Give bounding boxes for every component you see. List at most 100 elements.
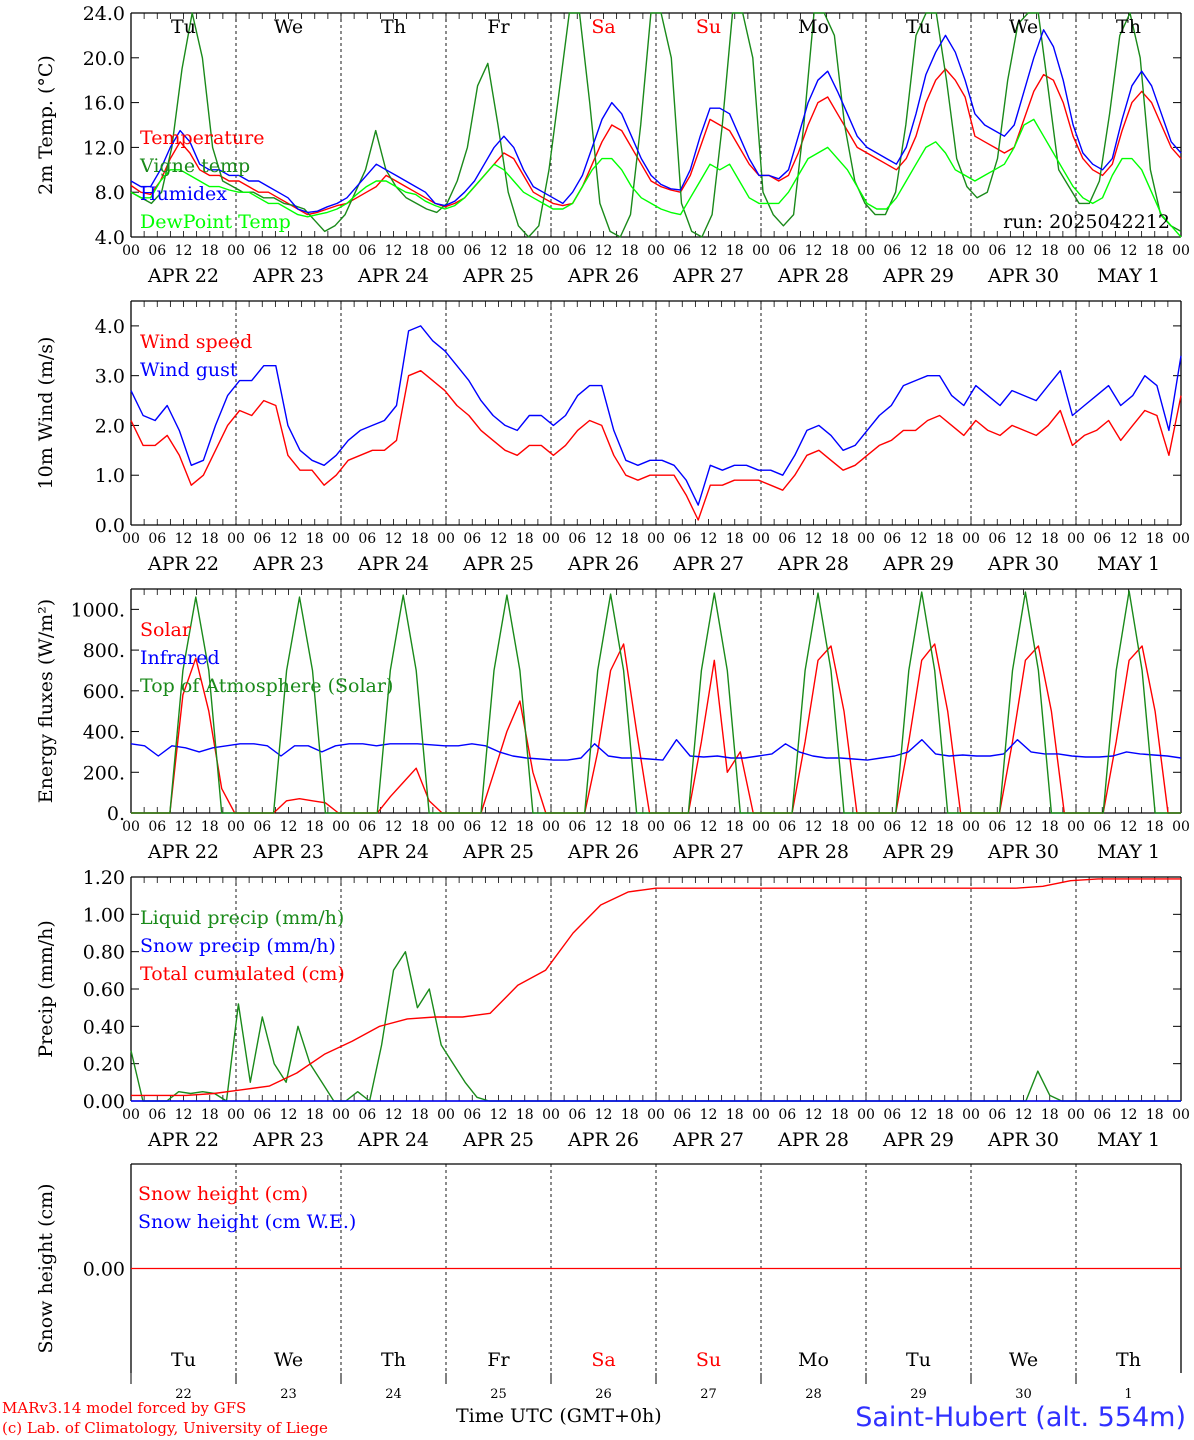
series-line-3 — [131, 878, 1181, 1097]
x-hour-label: 12 — [175, 1107, 193, 1123]
x-day-label: MAY 1 — [1097, 841, 1160, 863]
legend-entry: Wind gust — [140, 359, 238, 381]
x-hour-label: 00 — [1172, 531, 1190, 547]
y-tick-label: 0.40 — [83, 1016, 125, 1038]
legend-entry: Infrared — [140, 647, 220, 669]
x-hour-label: 12 — [490, 819, 508, 835]
x-hour-label: 18 — [306, 531, 324, 547]
x-day-label: MAY 1 — [1097, 1129, 1160, 1151]
x-hour-label: 06 — [568, 243, 586, 259]
x-hour-label: 18 — [201, 819, 219, 835]
x-hour-label: 00 — [122, 531, 140, 547]
x-day-label: APR 22 — [147, 553, 219, 575]
x-day-label: APR 29 — [882, 841, 954, 863]
x-hour-label: 18 — [831, 531, 849, 547]
x-hour-label: 06 — [358, 531, 376, 547]
legend-entry: Temperature — [140, 127, 264, 149]
x-hour-label: 12 — [280, 1107, 298, 1123]
day-number-label: 30 — [1015, 1387, 1032, 1402]
x-hour-label: 18 — [516, 1107, 534, 1123]
weekday-label: Tu — [171, 16, 196, 38]
x-hour-label: 18 — [1146, 531, 1164, 547]
x-hour-label: 18 — [1041, 243, 1059, 259]
x-hour-label: 06 — [673, 819, 691, 835]
x-hour-label: 06 — [778, 243, 796, 259]
x-hour-label: 18 — [936, 243, 954, 259]
weekday-label: Mo — [798, 16, 829, 38]
x-hour-label: 00 — [962, 531, 980, 547]
y-tick-label: 0.60 — [83, 979, 125, 1001]
credit-lab: (c) Lab. of Climatology, University of L… — [2, 1419, 328, 1437]
panel-3 — [130, 588, 1182, 814]
y-axis-label: Snow height (cm) — [35, 1183, 57, 1353]
x-day-label: APR 29 — [882, 265, 954, 287]
x-hour-label: 18 — [201, 243, 219, 259]
x-hour-label: 12 — [1120, 1107, 1138, 1123]
x-hour-label: 06 — [883, 1107, 901, 1123]
x-hour-label: 12 — [805, 1107, 823, 1123]
y-tick-label: 8.0 — [95, 182, 125, 204]
x-hour-label: 00 — [962, 243, 980, 259]
x-hour-label: 00 — [1067, 243, 1085, 259]
x-hour-label: 00 — [332, 243, 350, 259]
legend-entry: Snow height (cm W.E.) — [138, 1211, 356, 1233]
x-hour-label: 00 — [857, 1107, 875, 1123]
x-hour-label: 18 — [201, 531, 219, 547]
y-tick-label: 1.00 — [83, 904, 125, 926]
x-hour-label: 12 — [595, 243, 613, 259]
series-line-4 — [130, 118, 1182, 238]
x-hour-label: 18 — [411, 1107, 429, 1123]
x-day-label: APR 24 — [357, 1129, 429, 1151]
x-hour-label: 18 — [306, 1107, 324, 1123]
x-hour-label: 12 — [1015, 243, 1033, 259]
weekday-label: Su — [696, 16, 721, 38]
x-hour-label: 12 — [280, 531, 298, 547]
x-hour-label: 06 — [463, 243, 481, 259]
y-tick-label: 4.0 — [95, 316, 125, 338]
x-hour-label: 00 — [647, 819, 665, 835]
series-line-3 — [131, 590, 1181, 814]
series-line-1 — [130, 370, 1182, 521]
x-day-label: APR 27 — [672, 1129, 744, 1151]
x-hour-label: 06 — [883, 243, 901, 259]
weekday-label: Fr — [487, 1349, 510, 1371]
x-day-label: MAY 1 — [1097, 553, 1160, 575]
x-hour-label: 06 — [148, 243, 166, 259]
x-day-label: APR 22 — [147, 841, 219, 863]
x-hour-label: 00 — [542, 819, 560, 835]
x-hour-label: 06 — [463, 1107, 481, 1123]
x-hour-label: 18 — [621, 531, 639, 547]
x-hour-label: 00 — [647, 243, 665, 259]
x-hour-label: 12 — [280, 243, 298, 259]
legend-entry: Snow precip (mm/h) — [140, 935, 336, 957]
x-hour-label: 06 — [253, 1107, 271, 1123]
day-number-label: 22 — [175, 1387, 192, 1402]
x-hour-label: 00 — [857, 531, 875, 547]
x-day-label: APR 23 — [252, 553, 324, 575]
x-hour-label: 00 — [437, 531, 455, 547]
x-day-label: APR 25 — [462, 1129, 534, 1151]
y-tick-label: 1.0 — [95, 465, 125, 487]
x-hour-label: 00 — [437, 243, 455, 259]
x-hour-label: 18 — [726, 1107, 744, 1123]
x-day-label: APR 30 — [987, 553, 1059, 575]
x-hour-label: 00 — [122, 243, 140, 259]
x-hour-label: 12 — [385, 243, 403, 259]
x-hour-label: 18 — [726, 819, 744, 835]
x-hour-label: 12 — [595, 819, 613, 835]
y-tick-label: 1000. — [71, 599, 125, 621]
panel-4 — [130, 876, 1182, 1102]
x-hour-label: 12 — [385, 1107, 403, 1123]
x-day-label: APR 26 — [567, 265, 639, 287]
x-hour-label: 18 — [1041, 531, 1059, 547]
weekday-label: Th — [381, 1349, 406, 1371]
day-number-label: 23 — [280, 1387, 297, 1402]
weekday-label: Sa — [591, 1349, 615, 1371]
x-axis-title: Time UTC (GMT+0h) — [456, 1405, 662, 1427]
x-hour-label: 06 — [883, 819, 901, 835]
x-hour-label: 06 — [988, 243, 1006, 259]
legend-entry: DewPoint Temp — [140, 211, 291, 233]
y-tick-label: 0. — [107, 803, 125, 825]
y-tick-label: 0.20 — [83, 1054, 125, 1076]
x-hour-label: 00 — [332, 531, 350, 547]
